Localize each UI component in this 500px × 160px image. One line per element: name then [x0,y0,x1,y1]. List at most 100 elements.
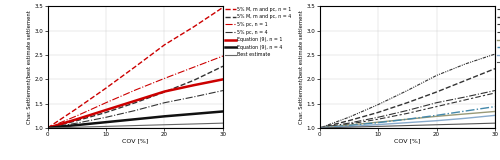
5% pc, n = 1 [44,127,51,129]
5% M, m and pc, n = 4 [74,120,80,122]
5% pc, n = 4 [220,90,226,92]
5% pc [316,127,322,129]
Line: 5% M, m and a: 5% M, m and a [320,93,495,128]
Equation (9), n = 4 [132,118,138,120]
5% pc, n = 1 [190,66,196,68]
5% M, m and pc, n = 4 [103,112,109,113]
5% M and m [346,125,352,127]
5% pc [463,96,469,98]
5% pc, n = 4 [103,116,109,118]
5% pc, n = 1 [220,55,226,57]
Equation (9), n = 1 [220,78,226,80]
X-axis label: COV [%]: COV [%] [122,139,148,144]
5% M and a [404,122,410,124]
Line: Equation (9), n = 1: Equation (9), n = 1 [48,79,223,128]
5% pc, n = 1 [162,77,168,79]
5% pc [492,90,498,92]
Line: Equation (9): Equation (9) [320,112,495,128]
Best estimate [220,122,226,124]
5% M, m, a and pc [404,90,410,92]
Y-axis label: Char. Settlement/best estimate settlement: Char. Settlement/best estimate settlemen… [299,10,304,124]
5% M, m and a [316,127,322,129]
Line: 5% pc, n = 4: 5% pc, n = 4 [48,91,223,128]
Legend: 5% M, m, a and pc, 5% M, m and pc, 5% pc, 5% M, m and a, Equation (9), 5% M and : 5% M, m, a and pc, 5% M, m and pc, 5% pc… [497,6,500,66]
Line: 5% M and m: 5% M and m [320,107,495,128]
5% M and m [492,106,498,108]
5% M, m and pc, n = 4 [220,65,226,67]
5% M, m and pc [434,91,440,93]
5% M, m and pc [316,127,322,129]
5% M, m and a [463,99,469,101]
5% M and m [375,122,381,124]
Legend: 5% M, m and pc, n = 1, 5% M, m and pc, n = 4, 5% pc, n = 1, 5% pc, n = 4, Equati: 5% M, m and pc, n = 1, 5% M, m and pc, n… [224,6,292,58]
5% pc, n = 4 [132,110,138,112]
Equation (9), n = 4 [220,111,226,112]
Best estimate [103,125,109,127]
Equation (9), n = 1 [190,84,196,86]
5% M, m and pc, n = 1 [190,26,196,28]
5% pc, n = 1 [132,89,138,91]
5% M, m and pc, n = 1 [220,6,226,8]
5% pc, n = 4 [44,127,51,129]
Best estimate [190,123,196,125]
5% pc, n = 4 [190,96,196,98]
5% M, m and pc, n = 4 [190,79,196,81]
Equation (9), n = 4 [190,113,196,115]
Line: Equation (9), n = 4: Equation (9), n = 4 [48,112,223,128]
Equation (9), n = 1 [44,127,51,129]
5% pc [434,102,440,104]
5% M, m and pc [404,102,410,104]
5% M, m and a [434,106,440,108]
5% M, m and pc, n = 4 [132,102,138,104]
5% M and m [463,110,469,112]
5% pc [346,122,352,124]
5% M, m and a [492,92,498,94]
Line: 5% pc, n = 1: 5% pc, n = 1 [48,56,223,128]
5% M, m and pc, n = 1 [162,44,168,46]
5% M, m and pc, n = 1 [132,66,138,68]
5% M, m and pc, n = 4 [44,127,51,129]
5% M, m and a [346,123,352,125]
5% M and m [404,118,410,120]
5% M and a [463,117,469,119]
Best estimate [316,127,322,129]
Equation (9), n = 1 [132,100,138,102]
Best estimate [346,126,352,128]
Best estimate [132,125,138,127]
5% M and m [434,114,440,116]
5% M, m, a and pc [492,53,498,55]
Line: 5% M, m and pc, n = 4: 5% M, m and pc, n = 4 [48,66,223,128]
Line: 5% M and a: 5% M and a [320,115,495,128]
Best estimate [434,124,440,126]
Equation (9), n = 1 [103,109,109,111]
Line: 5% M, m, a and pc: 5% M, m, a and pc [320,54,495,128]
5% M, m and pc [492,68,498,70]
5% M, m and pc [463,79,469,81]
Equation (9) [404,118,410,120]
Equation (9) [434,115,440,117]
Equation (9), n = 4 [103,121,109,123]
5% M, m, a and pc [346,116,352,118]
5% M and a [375,124,381,126]
Best estimate [74,126,80,128]
5% M, m and pc [346,120,352,122]
5% M and a [316,127,322,129]
Equation (9) [463,113,469,115]
5% M, m, a and pc [434,75,440,76]
5% M, m, a and pc [463,63,469,65]
Best estimate [162,124,168,126]
5% M, m and pc [375,112,381,113]
Equation (9), n = 1 [74,118,80,120]
5% M, m and pc, n = 1 [44,127,51,129]
Line: 5% M, m and pc, n = 1: 5% M, m and pc, n = 1 [48,7,223,128]
Equation (9) [346,124,352,126]
Line: Best estimate: Best estimate [320,123,495,128]
5% pc, n = 1 [74,115,80,117]
Y-axis label: Char. Settlement/best estimate settlement: Char. Settlement/best estimate settlemen… [27,10,32,124]
5% pc [375,116,381,118]
X-axis label: COV [%]: COV [%] [394,139,420,144]
5% M, m and pc, n = 1 [103,87,109,89]
5% M, m and pc, n = 4 [162,91,168,93]
Equation (9) [492,111,498,112]
5% M and a [492,114,498,116]
